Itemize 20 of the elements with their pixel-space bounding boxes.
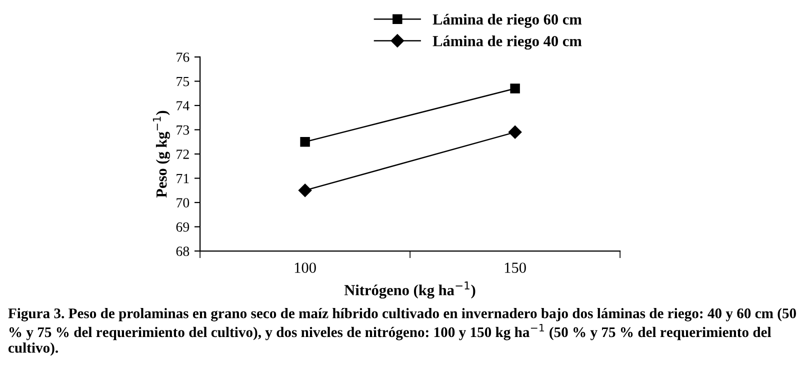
y-tick-label: 69: [176, 222, 190, 232]
x-axis-title: Nitrógeno (kg ha$^{−1}$): [344, 282, 476, 299]
y-tick-label: 70: [176, 198, 190, 208]
x-tick-label: 100: [294, 262, 316, 273]
text: Figura 3. Peso de prolaminas en grano seco de maíz híbrido cultivado en invernadero bajo dos láminas de riego: 40 y 60 cm (50 % y 75 % del requerimiento del cultivo), y dos niveles de nitrógeno: 100 y 150 kg ha$^{−1}$ (50 % y 75 % del requerimiento del cultivo).: [8, 308, 796, 356]
y-tick-label: 72: [176, 150, 189, 159]
y-tick-label: 68: [176, 246, 190, 256]
y-tick-label: 76: [176, 52, 190, 62]
legend-label: Lámina de riego 40 cm: [432, 36, 582, 50]
point: [300, 137, 310, 147]
point: [508, 126, 522, 139]
y-axis-title: Peso (g kg$^{−1}$): [152, 110, 170, 198]
legend-label: Lámina de riego 60 cm: [432, 14, 582, 28]
point: [510, 84, 520, 94]
y-tick-label: 74: [176, 101, 190, 110]
y-tick-label: 75: [176, 76, 190, 86]
y-tick-label: 73: [176, 125, 190, 135]
y-tick-label: 71: [176, 174, 189, 184]
point: [298, 184, 312, 197]
x-tick-label: 150: [504, 262, 526, 273]
